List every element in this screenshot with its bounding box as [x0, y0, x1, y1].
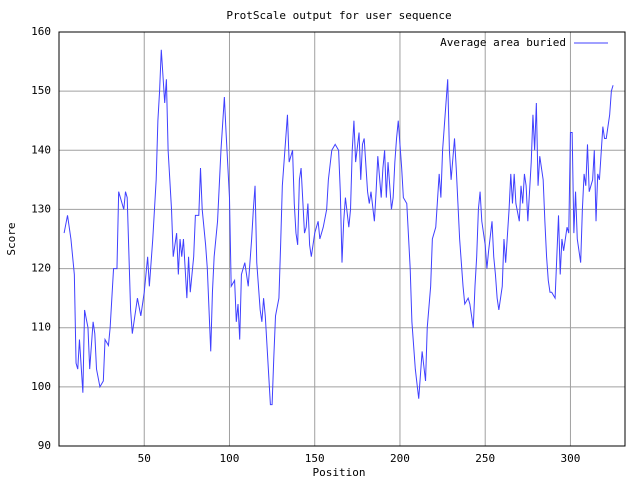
data-line: [63, 49, 614, 406]
chart-title: ProtScale output for user sequence: [226, 9, 451, 22]
y-tick-label: 90: [38, 439, 51, 452]
x-tick-label: 100: [220, 452, 240, 465]
x-tick-label: 300: [561, 452, 581, 465]
x-tick-label: 250: [475, 452, 495, 465]
y-tick-label: 120: [31, 262, 51, 275]
legend-label: Average area buried: [440, 36, 566, 49]
y-tick-label: 150: [31, 84, 51, 97]
x-tick-label: 150: [305, 452, 325, 465]
plot-border: [58, 31, 626, 447]
y-tick-label: 100: [31, 380, 51, 393]
x-tick-label: 200: [390, 452, 410, 465]
x-tick-label: 50: [138, 452, 151, 465]
y-tick-label: 160: [31, 25, 51, 38]
y-tick-label: 130: [31, 202, 51, 215]
y-axis-label: Score: [5, 222, 18, 255]
y-tick-label: 140: [31, 143, 51, 156]
y-tick-label: 110: [31, 321, 51, 334]
x-axis-label: Position: [313, 466, 366, 479]
